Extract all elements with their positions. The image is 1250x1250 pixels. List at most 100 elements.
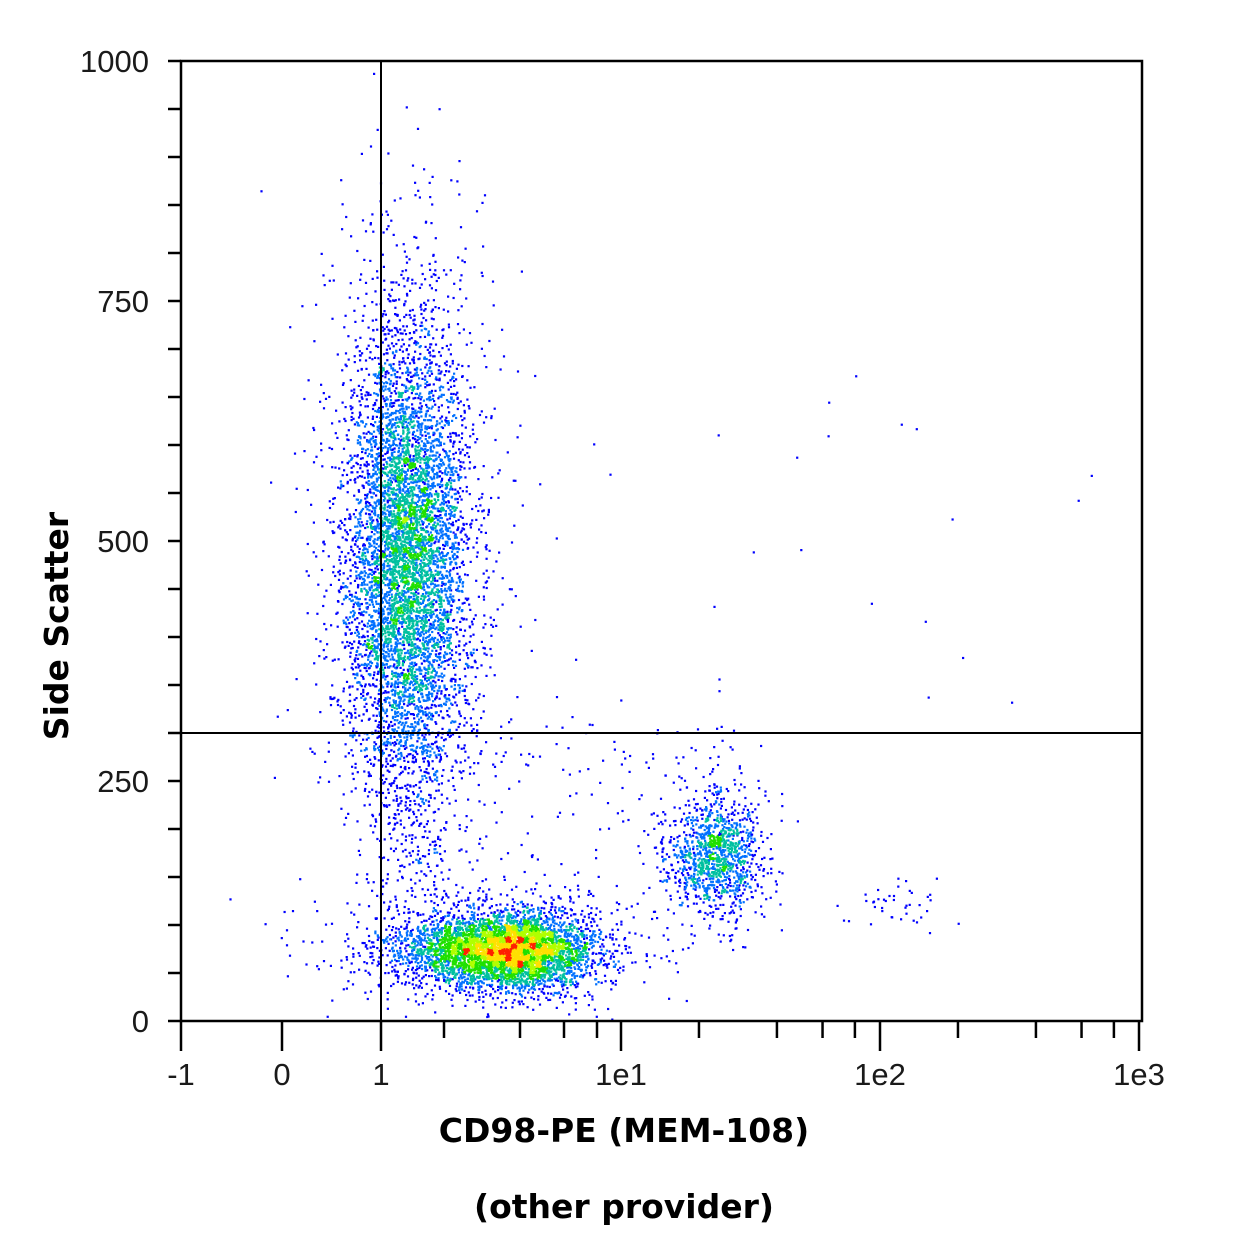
event-point [358, 411, 361, 414]
event-point [402, 726, 406, 729]
event-point [382, 353, 386, 356]
event-point [410, 337, 413, 340]
event-point [436, 557, 439, 560]
event-point [400, 530, 403, 533]
event-point [374, 625, 377, 628]
event-point [416, 564, 419, 567]
event-point [382, 581, 385, 585]
event-point [416, 429, 419, 432]
event-point [396, 739, 399, 742]
event-point [388, 463, 391, 466]
event-point [410, 502, 413, 505]
event-point [459, 226, 463, 229]
event-point [431, 630, 434, 634]
event-point [434, 527, 437, 530]
event-point [434, 273, 437, 277]
event-point [341, 228, 344, 231]
event-point [354, 716, 357, 719]
event-point [376, 499, 379, 502]
event-point [398, 363, 401, 366]
event-point [362, 713, 365, 716]
event-point [434, 569, 437, 572]
event-point [460, 274, 463, 277]
event-point [366, 551, 369, 554]
event-point [387, 788, 390, 791]
event-point [385, 760, 388, 763]
event-point [357, 490, 361, 493]
event-point [461, 689, 464, 692]
event-point [384, 412, 387, 415]
event-point [344, 632, 347, 635]
event-point [372, 404, 375, 407]
event-point [345, 434, 348, 437]
event-point [394, 528, 397, 531]
event-point [414, 614, 418, 617]
event-point [372, 831, 375, 834]
event-point [420, 669, 423, 672]
event-point [408, 455, 411, 458]
event-point [408, 344, 411, 347]
event-point [270, 481, 273, 484]
event-point [376, 894, 379, 897]
event-point [340, 585, 343, 588]
event-point [360, 509, 363, 512]
event-point [345, 215, 348, 219]
event-point [381, 708, 385, 711]
event-point [392, 439, 395, 443]
event-point [356, 586, 360, 589]
event-point [348, 693, 352, 696]
event-point [437, 618, 441, 621]
event-point [458, 712, 461, 715]
event-point [514, 595, 517, 598]
event-point [386, 213, 389, 216]
event-point [358, 664, 361, 667]
event-point [406, 279, 409, 282]
event-point [446, 473, 449, 476]
event-point [420, 654, 423, 657]
event-point [403, 559, 406, 562]
event-point [446, 618, 449, 621]
event-point [441, 801, 444, 804]
event-point [377, 375, 380, 378]
event-point [454, 799, 457, 802]
event-point [342, 382, 345, 385]
event-point [462, 328, 465, 331]
event-point [386, 408, 390, 411]
event-point [351, 621, 354, 624]
event-point [423, 588, 426, 592]
event-point [438, 697, 441, 700]
event-point [421, 695, 424, 698]
event-point [465, 652, 468, 655]
event-point [491, 625, 495, 628]
event-point [344, 406, 347, 409]
event-point [424, 855, 427, 858]
event-point [406, 562, 410, 565]
event-point [399, 328, 402, 331]
event-point [363, 464, 366, 467]
event-point [394, 587, 397, 591]
event-point [370, 443, 373, 446]
event-point [389, 621, 392, 624]
event-point [421, 377, 424, 380]
event-point [356, 249, 359, 253]
event-point [439, 520, 442, 523]
event-point [403, 329, 406, 332]
event-point [461, 259, 464, 262]
event-point [405, 541, 408, 544]
event-point [377, 692, 380, 696]
event-point [421, 422, 424, 425]
event-point [330, 697, 333, 701]
event-point [456, 572, 459, 575]
event-point [457, 541, 460, 545]
event-point [414, 760, 417, 763]
event-point [383, 593, 386, 596]
event-point [443, 667, 446, 670]
event-point [425, 410, 428, 413]
event-point [348, 558, 352, 561]
event-point [420, 415, 423, 418]
event-point [419, 465, 422, 468]
event-point [413, 586, 416, 589]
event-point [405, 746, 408, 749]
event-point [412, 360, 415, 363]
event-point [368, 639, 371, 642]
